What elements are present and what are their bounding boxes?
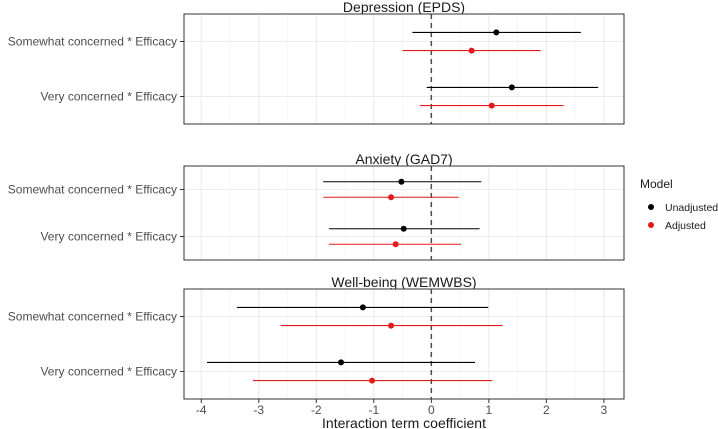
adjusted-estimate [388, 194, 395, 201]
y-tick-label: Very concerned * Efficacy [40, 365, 177, 379]
panel-strip [184, 0, 624, 14]
x-tick-label: 0 [428, 403, 435, 417]
y-tick-label: Very concerned * Efficacy [40, 90, 177, 104]
panel-title: Depression (EPDS) [343, 0, 465, 15]
panel-border [183, 13, 625, 125]
legend-title: Model [640, 177, 673, 191]
legend-key-adjusted [648, 222, 654, 228]
panel-border [183, 288, 625, 400]
x-tick-label: 3 [601, 403, 608, 417]
x-axis-title: Interaction term coefficient [322, 415, 486, 429]
x-tick-label: -3 [253, 403, 264, 417]
y-tick-label: Somewhat concerned * Efficacy [8, 35, 177, 49]
unadjusted-estimate [398, 178, 405, 185]
legend-label-adjusted: Adjusted [665, 220, 706, 232]
panel-title: Well-being (WEMWBS) [331, 274, 476, 290]
panel-title: Anxiety (GAD7) [355, 151, 452, 167]
unadjusted-estimate [508, 84, 515, 91]
y-tick-label: Very concerned * Efficacy [40, 230, 177, 244]
panel-strip [184, 270, 624, 289]
legend-key-unadjusted [648, 204, 654, 210]
adjusted-estimate [392, 241, 399, 248]
x-tick-label: 1 [485, 403, 492, 417]
unadjusted-estimate [400, 225, 407, 232]
unadjusted-estimate [493, 29, 500, 36]
panel-background [184, 289, 624, 399]
x-tick-label: -2 [311, 403, 322, 417]
x-tick-label: -4 [196, 403, 207, 417]
unadjusted-estimate [338, 359, 345, 366]
adjusted-estimate [488, 102, 495, 109]
x-tick-label: 2 [543, 403, 550, 417]
legend-label-unadjusted: Unadjusted [665, 202, 718, 214]
adjusted-estimate [388, 322, 395, 329]
y-tick-label: Somewhat concerned * Efficacy [8, 183, 177, 197]
panel-background [184, 166, 624, 260]
adjusted-estimate [468, 47, 475, 54]
panel-background [184, 14, 624, 124]
panel-strip [184, 152, 624, 166]
y-tick-label: Somewhat concerned * Efficacy [8, 310, 177, 324]
adjusted-estimate [369, 377, 376, 384]
unadjusted-estimate [359, 304, 366, 311]
x-tick-label: -1 [368, 403, 379, 417]
panel-border [183, 165, 625, 261]
